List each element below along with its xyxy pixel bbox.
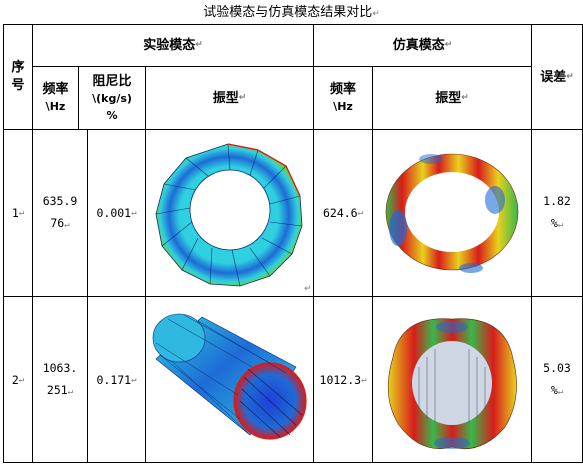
header-index-label: 序号 xyxy=(11,60,25,93)
header-sim-mode-shape-label: 振型 xyxy=(435,90,462,106)
header-sim-mode-shape: 振型 ↵ xyxy=(435,90,469,106)
row-1-damping: 0.001 ↵ xyxy=(96,206,137,220)
header-error-label: 误差 xyxy=(540,69,567,85)
header-test-mode-shape: 振型 ↵ xyxy=(212,90,247,106)
row-2-test-freq: 1063. 251↵ xyxy=(42,360,78,397)
table-caption: 试验模态与仿真模态结果对比↵ xyxy=(0,4,583,23)
header-damping-label: 阻尼比 xyxy=(92,73,132,89)
header-damping: 阻尼比 \(kg/s) % xyxy=(79,67,145,129)
sim-mode-shape-2-image xyxy=(387,318,517,450)
row-1-sim-freq: 624.6 ↵ xyxy=(322,206,364,220)
header-test-freq-label: 频率 xyxy=(42,82,69,97)
header-test-mode-shape-label: 振型 xyxy=(212,90,239,106)
header-sim-freq-unit: \Hz xyxy=(333,100,353,113)
svg-text:↵: ↵ xyxy=(304,284,312,294)
row-1-error: 1.82 %↵ xyxy=(543,194,571,230)
header-test-modal-label: 实验模态 xyxy=(143,38,196,53)
row-2-damping: 0.171 ↵ xyxy=(96,372,137,387)
header-sim-modal: 仿真模态 ↵ xyxy=(392,38,453,53)
header-test-modal: 实验模态 ↵ xyxy=(143,38,203,53)
caption-text: 试验模态与仿真模态结果对比 xyxy=(203,5,373,20)
row-1-index: 1 ↵ xyxy=(11,206,25,220)
row-2-index: 2 ↵ xyxy=(11,372,25,387)
header-damping-unit-percent: % xyxy=(106,108,118,122)
row-1-test-freq: 635.9 76↵ xyxy=(42,194,78,230)
header-error: 误差 ↵ xyxy=(540,69,574,85)
header-test-freq: 频率 \Hz xyxy=(33,67,78,129)
row-2-error: 5.03 %↵ xyxy=(543,360,571,397)
header-sim-freq-label: 频率 xyxy=(329,82,356,97)
test-mode-shape-2-image xyxy=(152,313,307,440)
header-sim-freq: 频率 \Hz xyxy=(314,67,372,129)
header-damping-unit: \(kg/s) xyxy=(92,91,132,105)
row-2-sim-freq: 1012.3 ↵ xyxy=(319,372,367,387)
paragraph-mark: ↵ xyxy=(372,9,380,19)
header-test-freq-unit: \Hz xyxy=(45,100,66,113)
header-index: 序号 xyxy=(4,25,32,129)
header-sim-modal-label: 仿真模态 xyxy=(392,38,445,53)
test-mode-shape-1-image: ↵ xyxy=(155,143,312,294)
sim-mode-shape-1-image xyxy=(385,153,519,273)
